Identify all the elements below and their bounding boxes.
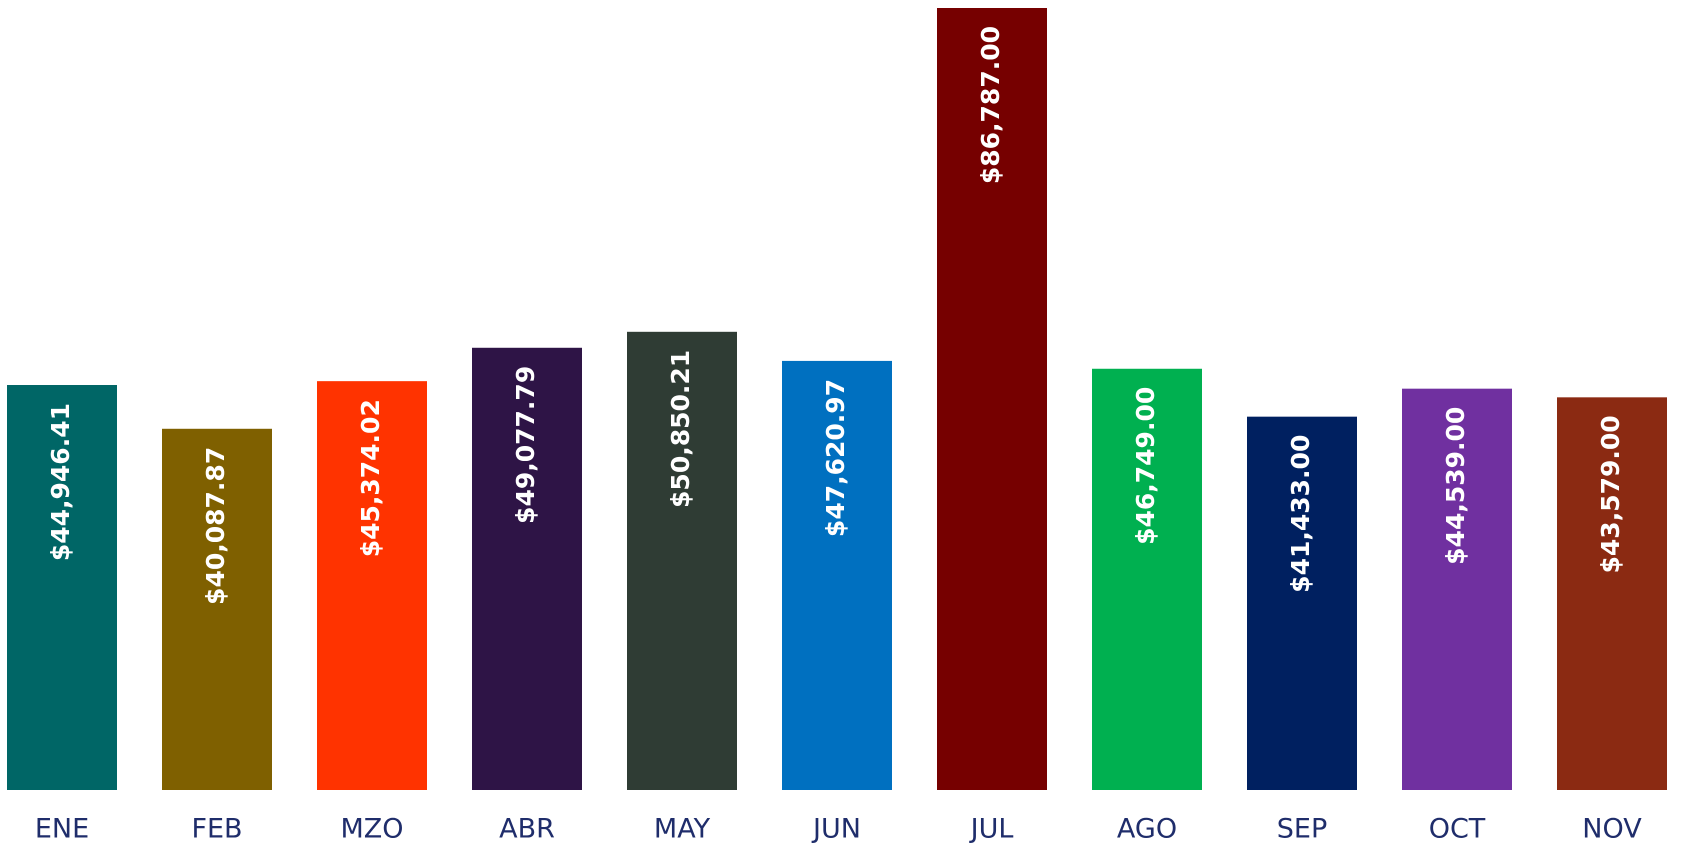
value-label: $44,946.41: [46, 403, 75, 561]
value-label: $45,374.02: [356, 399, 385, 557]
value-label: $50,850.21: [666, 350, 695, 508]
x-tick-label: ABR: [499, 814, 555, 845]
x-tick-label: OCT: [1429, 814, 1486, 845]
value-label: $86,787.00: [976, 26, 1005, 184]
bar: [472, 347, 582, 790]
value-label: $40,087.87: [201, 447, 230, 605]
value-label: $43,579.00: [1596, 415, 1625, 573]
x-tick-label: ENE: [35, 814, 89, 845]
x-tick-label: NOV: [1582, 814, 1642, 845]
bar: [1557, 397, 1667, 790]
bar: [1092, 368, 1202, 790]
value-label: $44,539.00: [1441, 407, 1470, 565]
bar: [1402, 388, 1512, 790]
value-label: $47,620.97: [821, 379, 850, 537]
value-label: $41,433.00: [1286, 435, 1315, 593]
x-tick-label: JUN: [811, 814, 861, 845]
bar: [627, 331, 737, 790]
x-tick-label: MZO: [340, 814, 403, 845]
value-label: $46,749.00: [1131, 387, 1160, 545]
bar: [317, 381, 427, 790]
x-tick-label: FEB: [191, 814, 242, 845]
x-tick-label: SEP: [1277, 814, 1327, 845]
value-label: $49,077.79: [511, 366, 540, 524]
bar: [937, 8, 1047, 790]
bar: [782, 360, 892, 790]
x-tick-label: MAY: [654, 814, 711, 845]
bar: [1247, 416, 1357, 790]
bar: [162, 428, 272, 790]
x-tick-label: AGO: [1117, 814, 1177, 845]
bar: [7, 385, 117, 790]
x-tick-label: JUL: [969, 814, 1014, 845]
